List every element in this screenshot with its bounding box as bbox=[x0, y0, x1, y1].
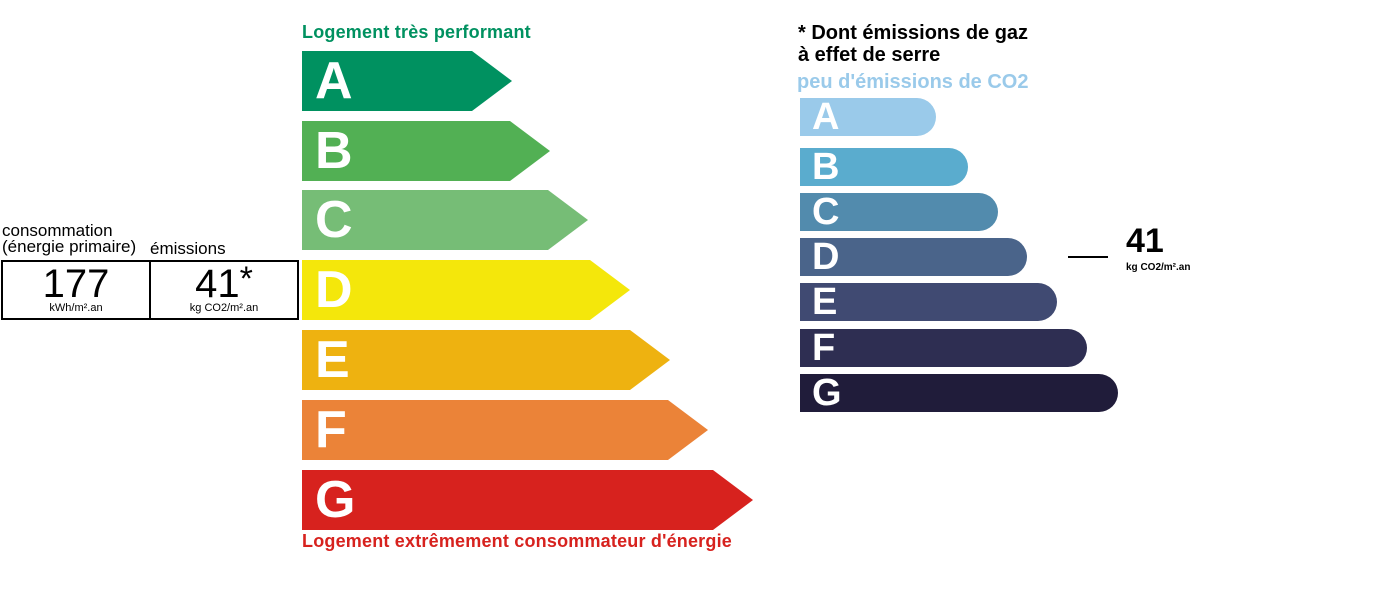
co2-header-line1: * Dont émissions de gaz bbox=[798, 22, 1029, 44]
co2-class-letter: F bbox=[812, 327, 836, 369]
co2-class-bar-g: G bbox=[800, 374, 1118, 412]
co2-class-bar-b: B bbox=[800, 148, 968, 186]
co2-indicator-line bbox=[1068, 256, 1108, 258]
co2-class-letter: A bbox=[812, 96, 840, 138]
energy-arrow-body: F bbox=[302, 400, 668, 460]
co2-class-letter: G bbox=[812, 372, 842, 414]
energy-arrow-body: A bbox=[302, 51, 472, 111]
consumption-cell: 177 kWh/m².an bbox=[3, 262, 149, 318]
energy-class-arrow-d: D bbox=[302, 260, 630, 320]
co2-class-bar-d: D bbox=[800, 238, 1027, 276]
co2-subheader: peu d'émissions de CO2 bbox=[797, 71, 1029, 93]
energy-class-letter: D bbox=[315, 261, 353, 319]
co2-class-bar-c: C bbox=[800, 193, 998, 231]
consumption-label: consommation (énergie primaire) bbox=[2, 221, 137, 256]
co2-class-letter: E bbox=[812, 281, 838, 323]
energy-arrow-body: E bbox=[302, 330, 630, 390]
emissions-label: émissions bbox=[150, 239, 226, 258]
energy-arrow-tip bbox=[548, 190, 588, 250]
consumption-label-line1: consommation bbox=[2, 221, 113, 240]
energy-scale-top-label: Logement très performant bbox=[302, 22, 531, 42]
readout-box: 177 kWh/m².an 41* kg CO2/m².an bbox=[1, 260, 299, 320]
co2-class-bar-a: A bbox=[800, 98, 936, 136]
consumption-value: 177 bbox=[42, 261, 110, 306]
co2-indicator-value: 41 bbox=[1126, 222, 1164, 260]
energy-arrow-body: G bbox=[302, 470, 713, 530]
consumption-label-line2: (énergie primaire) bbox=[2, 237, 137, 256]
emissions-value-number: 41 bbox=[195, 261, 240, 306]
energy-arrow-tip bbox=[713, 470, 753, 530]
co2-class-bar-f: F bbox=[800, 329, 1087, 367]
energy-class-arrow-b: B bbox=[302, 121, 550, 181]
energy-arrow-tip bbox=[630, 330, 670, 390]
co2-header: * Dont émissions de gaz à effet de serre bbox=[798, 22, 1028, 66]
emissions-cell: 41* kg CO2/m².an bbox=[149, 262, 297, 318]
energy-class-letter: G bbox=[315, 471, 356, 529]
energy-class-arrow-f: F bbox=[302, 400, 708, 460]
energy-arrow-tip bbox=[472, 51, 512, 111]
energy-scale-bottom-label: Logement extrêmement consommateur d'éner… bbox=[302, 531, 732, 551]
energy-arrow-body: B bbox=[302, 121, 510, 181]
energy-arrow-body: C bbox=[302, 190, 548, 250]
energy-class-arrow-a: A bbox=[302, 51, 512, 111]
co2-class-bar-e: E bbox=[800, 283, 1057, 321]
energy-arrow-tip bbox=[510, 121, 550, 181]
co2-class-letter: C bbox=[812, 191, 840, 233]
energy-arrow-body: D bbox=[302, 260, 590, 320]
co2-class-letter: B bbox=[812, 146, 840, 188]
energy-arrow-tip bbox=[590, 260, 630, 320]
energy-class-arrow-g: G bbox=[302, 470, 753, 530]
energy-class-letter: A bbox=[315, 52, 353, 110]
emissions-unit: kg CO2/m².an bbox=[189, 301, 259, 314]
consumption-unit: kWh/m².an bbox=[49, 301, 103, 314]
co2-header-line2: à effet de serre bbox=[798, 44, 941, 66]
emissions-value: 41* bbox=[195, 259, 253, 306]
co2-class-letter: D bbox=[812, 236, 840, 278]
co2-indicator-unit: kg CO2/m².an bbox=[1126, 262, 1191, 273]
energy-class-letter: C bbox=[315, 191, 353, 249]
energy-class-letter: B bbox=[315, 122, 353, 180]
energy-class-arrow-c: C bbox=[302, 190, 588, 250]
energy-class-arrow-e: E bbox=[302, 330, 670, 390]
energy-arrow-tip bbox=[668, 400, 708, 460]
energy-class-letter: F bbox=[315, 401, 347, 459]
energy-class-letter: E bbox=[315, 331, 350, 389]
